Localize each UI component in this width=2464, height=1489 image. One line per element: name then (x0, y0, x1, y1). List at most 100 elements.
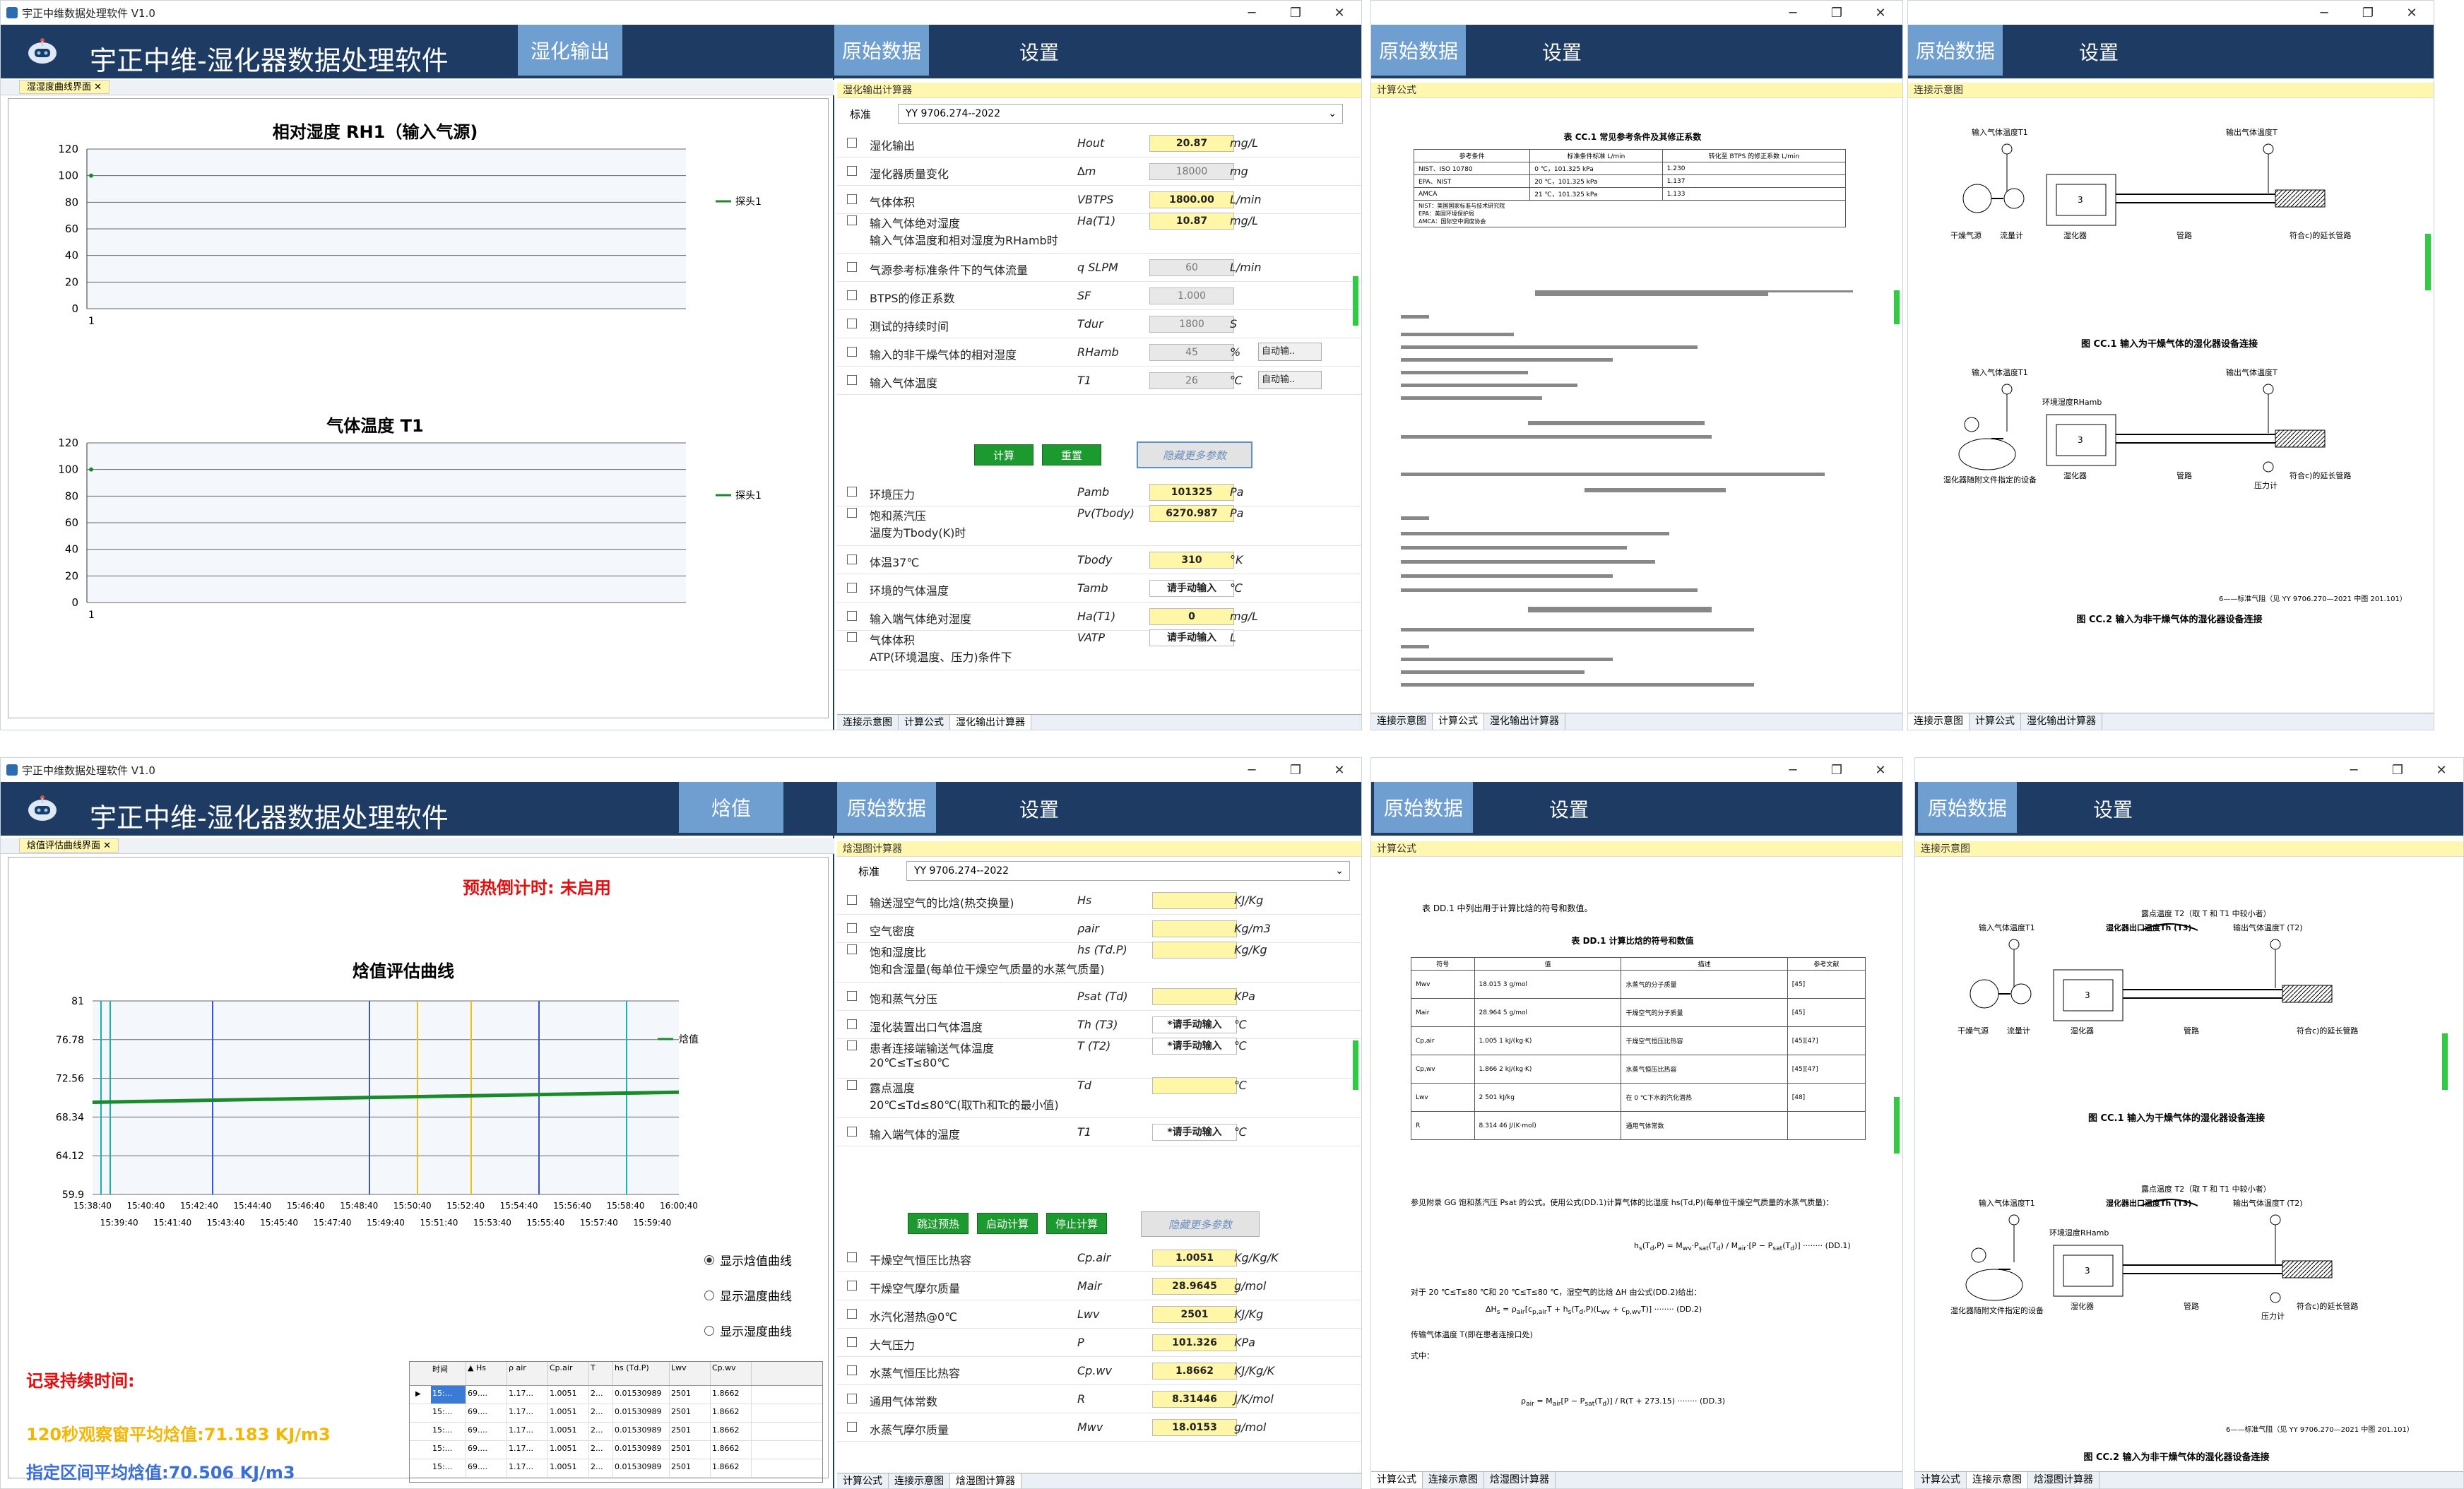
stop-calc-button[interactable]: 停止计算 (1046, 1213, 1107, 1234)
row-checkbox[interactable] (847, 375, 857, 385)
skip-warmup-button[interactable]: 跳过预热 (908, 1213, 969, 1234)
nav-settings[interactable]: 设置 (1548, 798, 1589, 821)
tab-connection[interactable]: 连接示意图 (1967, 1472, 2028, 1488)
row-checkbox[interactable] (847, 1252, 857, 1262)
row-checkbox[interactable] (847, 1394, 857, 1404)
param-value-field[interactable]: 6270.987 (1149, 505, 1234, 522)
auto-input-select[interactable]: 自动输.. (1258, 371, 1322, 389)
nav-settings[interactable]: 设置 (1541, 41, 1582, 64)
param-value-field[interactable] (1152, 920, 1237, 937)
row-checkbox[interactable] (847, 1281, 857, 1291)
param-value-field[interactable]: *请手动输入 (1152, 1016, 1237, 1033)
param-value-field[interactable]: 2501 (1152, 1306, 1237, 1323)
tab-enthalpy-calc[interactable]: 焓湿图计算器 (950, 1473, 1021, 1488)
row-checkbox[interactable] (847, 632, 857, 642)
grid-header-cell[interactable]: Cp.wv (711, 1362, 752, 1385)
param-value-field[interactable] (1152, 892, 1237, 909)
row-checkbox[interactable] (847, 290, 857, 300)
tab-connection[interactable]: 连接示意图 (837, 715, 899, 730)
param-value-field[interactable]: 45 (1149, 344, 1234, 361)
hide-params-button[interactable]: 隐藏更多参数 (1141, 1211, 1260, 1237)
tab-close-icon[interactable]: ✕ (94, 82, 102, 93)
close-icon[interactable]: ✕ (1875, 762, 1886, 778)
row-checkbox[interactable] (847, 944, 857, 954)
nav-settings[interactable]: 设置 (2078, 41, 2119, 64)
row-checkbox[interactable] (847, 583, 857, 593)
tab-formula[interactable]: 计算公式 (1970, 713, 2021, 730)
minimize-icon[interactable]: ─ (2350, 762, 2358, 778)
minimize-icon[interactable]: ─ (1789, 5, 1797, 20)
maximize-icon[interactable]: ❐ (1289, 5, 1302, 20)
radio-show-humidity[interactable]: 显示湿度曲线 (704, 1322, 792, 1339)
param-value-field[interactable]: *请手动输入 (1152, 1124, 1237, 1141)
scrollbar-thumb[interactable] (1894, 290, 1900, 324)
start-calc-button[interactable]: 启动计算 (977, 1213, 1038, 1234)
grid-row[interactable]: 15:... 69.... 1.17... 1.0051 2... 0.01530989 2… (410, 1459, 822, 1478)
param-value-field[interactable]: 1.8662 (1152, 1363, 1237, 1380)
tab-close-icon[interactable]: ✕ (103, 841, 112, 851)
minimize-icon[interactable]: ─ (1248, 762, 1256, 778)
tab-formula[interactable]: 计算公式 (1371, 1472, 1423, 1488)
row-checkbox[interactable] (847, 1337, 857, 1347)
row-checkbox[interactable] (847, 1309, 857, 1319)
maximize-icon[interactable]: ❐ (1289, 762, 1302, 778)
nav-settings[interactable]: 设置 (2092, 798, 2133, 821)
row-checkbox[interactable] (847, 194, 857, 204)
row-checkbox[interactable] (847, 215, 857, 225)
tab-humid-calc[interactable]: 湿化输出计算器 (950, 715, 1031, 730)
tab-humid-calc[interactable]: 湿化输出计算器 (1484, 713, 1565, 730)
row-checkbox[interactable] (847, 487, 857, 497)
close-icon[interactable]: ✕ (1334, 762, 1345, 778)
nav-humid-output[interactable]: 湿化输出 (518, 25, 622, 76)
tab-enthalpy-calc[interactable]: 焓湿图计算器 (1484, 1472, 1556, 1488)
nav-raw-data[interactable]: 原始数据 (834, 25, 929, 76)
tab-enthalpy-calc[interactable]: 焓湿图计算器 (2028, 1472, 2099, 1488)
close-icon[interactable]: ✕ (2436, 762, 2447, 778)
param-value-field[interactable]: 20.87 (1149, 135, 1234, 152)
grid-header-cell[interactable]: ▲ Hs (466, 1362, 507, 1385)
row-checkbox[interactable] (847, 138, 857, 148)
nav-raw-data[interactable]: 原始数据 (1371, 25, 1466, 76)
grid-header-cell[interactable]: T (589, 1362, 613, 1385)
scrollbar-thumb[interactable] (2442, 1033, 2448, 1090)
auto-input-select[interactable]: 自动输.. (1258, 343, 1322, 361)
param-value-field[interactable]: 26 (1149, 372, 1234, 389)
tab-connection[interactable]: 连接示意图 (889, 1473, 950, 1488)
row-checkbox[interactable] (847, 1127, 857, 1137)
param-value-field[interactable]: 28.9645 (1152, 1278, 1237, 1295)
reset-button[interactable]: 重置 (1042, 444, 1101, 465)
grid-header-cell[interactable]: Lwv (670, 1362, 711, 1385)
tab-formula[interactable]: 计算公式 (1915, 1472, 1967, 1488)
tab-connection[interactable]: 连接示意图 (1423, 1472, 1484, 1488)
radio-show-temp[interactable]: 显示温度曲线 (704, 1286, 792, 1304)
param-value-field[interactable]: 18000 (1149, 163, 1234, 180)
param-value-field[interactable]: 0 (1149, 608, 1234, 625)
row-checkbox[interactable] (847, 166, 857, 176)
param-value-field[interactable]: *请手动输入 (1152, 1038, 1237, 1055)
row-checkbox[interactable] (847, 319, 857, 328)
grid-header-cell[interactable]: ρ air (507, 1362, 548, 1385)
row-checkbox[interactable] (847, 991, 857, 1001)
maximize-icon[interactable]: ❐ (2362, 5, 2374, 20)
grid-row[interactable]: 15:... 69.... 1.17... 1.0051 2... 0.01530989 2… (410, 1404, 822, 1423)
minimize-icon[interactable]: ─ (1789, 762, 1797, 778)
param-value-field[interactable]: 1800 (1149, 316, 1234, 333)
row-checkbox[interactable] (847, 895, 857, 905)
grid-header-cell[interactable]: 时间 (431, 1362, 466, 1385)
grid-row[interactable]: 15:... 69.... 1.17... 1.0051 2... 0.01530989 2… (410, 1441, 822, 1459)
param-value-field[interactable]: 10.87 (1149, 213, 1234, 230)
close-icon[interactable]: ✕ (1875, 5, 1886, 20)
maximize-icon[interactable]: ❐ (1830, 762, 1843, 778)
std-select[interactable]: YY 9706.274--2022 ⌄ (906, 861, 1350, 881)
row-checkbox[interactable] (847, 1422, 857, 1432)
row-checkbox[interactable] (847, 554, 857, 564)
row-checkbox[interactable] (847, 1040, 857, 1050)
nav-settings[interactable]: 设置 (1019, 798, 1059, 821)
minimize-icon[interactable]: ─ (1248, 5, 1256, 20)
hide-params-button[interactable]: 隐藏更多参数 (1137, 441, 1252, 468)
grid-row[interactable]: 15:... 69.... 1.17... 1.0051 2... 0.01530989 2… (410, 1423, 822, 1441)
param-value-field[interactable]: 1800.00 (1149, 191, 1234, 208)
tab-formula[interactable]: 计算公式 (837, 1473, 889, 1488)
param-value-field[interactable]: 8.31446 (1152, 1391, 1237, 1408)
minimize-icon[interactable]: ─ (2320, 5, 2328, 20)
